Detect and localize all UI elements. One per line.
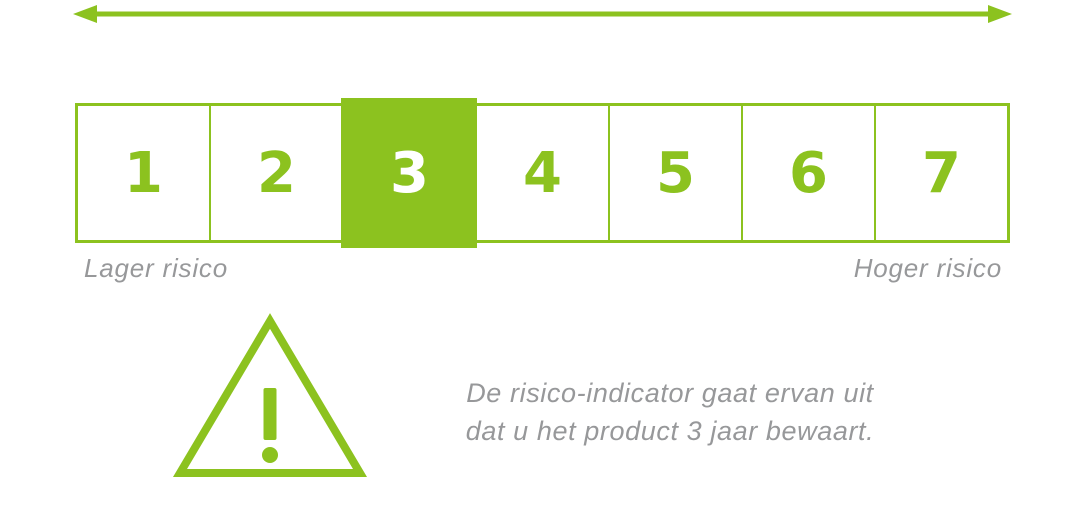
holding-period-note-line2: dat u het product 3 jaar bewaart. <box>465 416 875 446</box>
risk-level-cell-1: 1 <box>78 106 209 240</box>
risk-level-cell-2: 2 <box>209 106 342 240</box>
risk-level-number: 2 <box>257 140 296 206</box>
risk-level-number: 4 <box>523 140 562 206</box>
risk-level-number: 7 <box>922 140 961 206</box>
lower-risk-label: Lager risico <box>84 253 228 283</box>
holding-period-note-line1: De risico-indicator gaat ervan uit <box>466 378 874 408</box>
higher-risk-label: Hoger risico <box>853 253 1002 283</box>
risk-level-cell-3: 3 <box>341 98 477 248</box>
risk-level-cell-5: 5 <box>608 106 741 240</box>
risk-scale: 1 2 3 4 5 6 7 <box>75 98 1010 248</box>
risk-level-cell-7: 7 <box>874 106 1007 240</box>
holding-period-note: De risico-indicator gaat ervan uit dat u… <box>440 374 900 450</box>
warning-triangle-icon <box>172 313 368 477</box>
risk-level-cell-6: 6 <box>741 106 874 240</box>
risk-level-cell-4: 4 <box>475 106 608 240</box>
risk-level-number: 1 <box>124 140 163 206</box>
risk-level-number: 5 <box>656 140 695 206</box>
risk-level-number: 6 <box>789 140 828 206</box>
risk-level-number: 3 <box>390 140 429 206</box>
double-arrow-icon <box>73 5 1012 23</box>
